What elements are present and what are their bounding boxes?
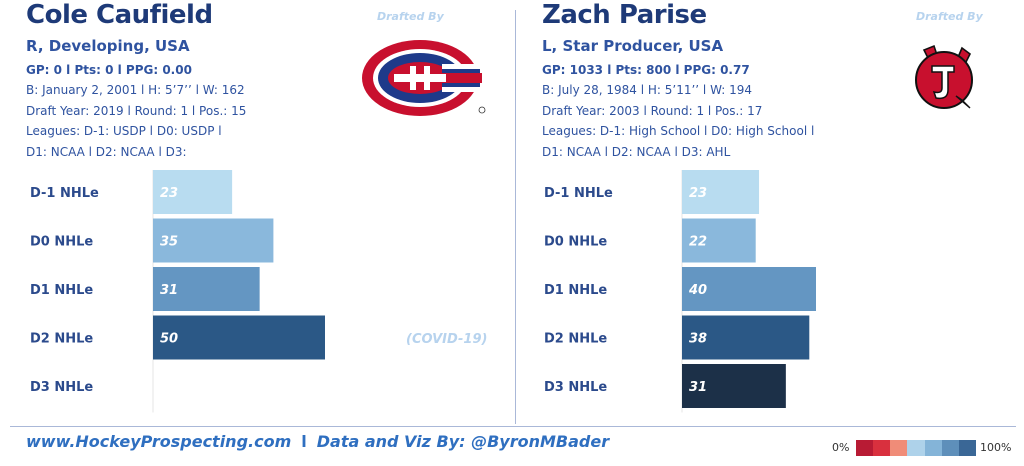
player-bio-line: B: July 28, 1984 l H: 5’11’’ l W: 194 (542, 83, 752, 97)
legend-swatch (890, 440, 908, 456)
category-label: D2 NHLe (544, 332, 607, 347)
bar (153, 267, 260, 311)
player-profile: L, Star Producer, USA (542, 37, 724, 55)
category-label: D3 NHLe (544, 380, 607, 395)
player-leagues-line-2: D1: NCAA l D2: NCAA l D3: AHL (542, 145, 731, 159)
new-jersey-devils-logo (908, 42, 980, 114)
nhle-bar-chart-left: D-1 NHLe 23 D0 NHLe 35 D1 NHLe 31 D2 NHLe 50 D3 … (30, 170, 325, 413)
player-name: Zach Parise (542, 0, 707, 30)
bar (153, 218, 274, 263)
footer-separator: l (301, 432, 307, 451)
bar-value-label: 22 (689, 235, 707, 250)
player-profile: R, Developing, USA (26, 37, 190, 55)
legend-swatch (856, 440, 874, 456)
panel-divider (515, 10, 516, 424)
drafted-by-label: Drafted By (916, 10, 983, 23)
category-label: D2 NHLe (30, 332, 93, 347)
bar (153, 170, 233, 214)
category-label: D-1 NHLe (544, 186, 613, 201)
legend-max-label: 100% (980, 441, 1012, 454)
bar (682, 315, 810, 360)
player-leagues-line-1: Leagues: D-1: USDP l D0: USDP l (26, 124, 222, 138)
player-name: Cole Caufield (26, 0, 213, 30)
legend-color-scale (856, 440, 976, 456)
bar (682, 364, 786, 408)
player-card-left: Cole Caufield Drafted By R, Developing, … (0, 0, 512, 426)
player-draft-line: Draft Year: 2003 l Round: 1 l Pos.: 17 (542, 104, 763, 118)
player-leagues-line-2: D1: NCAA l D2: NCAA l D3: (26, 145, 187, 159)
category-label: D3 NHLe (30, 380, 93, 395)
footer-divider (10, 426, 1016, 427)
player-card-right: Zach Parise Drafted By L, Star Producer,… (516, 0, 1024, 426)
bar-value-label: 23 (689, 186, 707, 201)
bar-value-label: 38 (689, 332, 707, 347)
player-stats-line: GP: 0 l Pts: 0 l PPG: 0.00 (26, 63, 192, 77)
footer: www.HockeyProspecting.com l Data and Viz B… (26, 432, 609, 451)
bar (153, 315, 325, 360)
legend-swatch (924, 440, 942, 456)
legend-swatch (873, 440, 891, 456)
credit-text: Data and Viz By: @ByronMBader (316, 432, 610, 451)
legend-swatch (907, 440, 925, 456)
legend-min-label: 0% (832, 441, 850, 454)
site-link[interactable]: www.HockeyProspecting.com (26, 432, 292, 451)
player-draft-line: Draft Year: 2019 l Round: 1 l Pos.: 15 (26, 104, 247, 118)
bar-value-label: 23 (160, 186, 178, 201)
bar-value-label: 40 (688, 283, 707, 298)
category-label: D1 NHLe (544, 283, 607, 298)
player-stats-line: GP: 1033 l Pts: 800 l PPG: 0.77 (542, 63, 750, 77)
montreal-canadiens-logo (362, 40, 486, 116)
bar (682, 218, 756, 263)
covid-note: (COVID-19) (406, 332, 488, 347)
bar-value-label: 50 (160, 332, 178, 347)
player-leagues-line-1: Leagues: D-1: High School l D0: High Sch… (542, 124, 815, 138)
bar-value-label: 31 (160, 283, 178, 298)
bar (682, 267, 816, 311)
bar-value-label: 35 (160, 235, 178, 250)
drafted-by-label: Drafted By (377, 10, 444, 23)
player-bio-line: B: January 2, 2001 l H: 5’7’’ l W: 162 (26, 83, 245, 97)
category-label: D0 NHLe (30, 235, 93, 250)
category-label: D0 NHLe (544, 235, 607, 250)
bar-value-label: 31 (689, 380, 707, 395)
legend-swatch (941, 440, 959, 456)
nhle-bar-chart-right: D-1 NHLe 23 D0 NHLe 22 D1 NHLe 40 D2 NHLe 38 D3 … (544, 170, 816, 413)
category-label: D-1 NHLe (30, 186, 99, 201)
legend-swatch (958, 440, 976, 456)
category-label: D1 NHLe (30, 283, 93, 298)
bar (682, 170, 760, 214)
